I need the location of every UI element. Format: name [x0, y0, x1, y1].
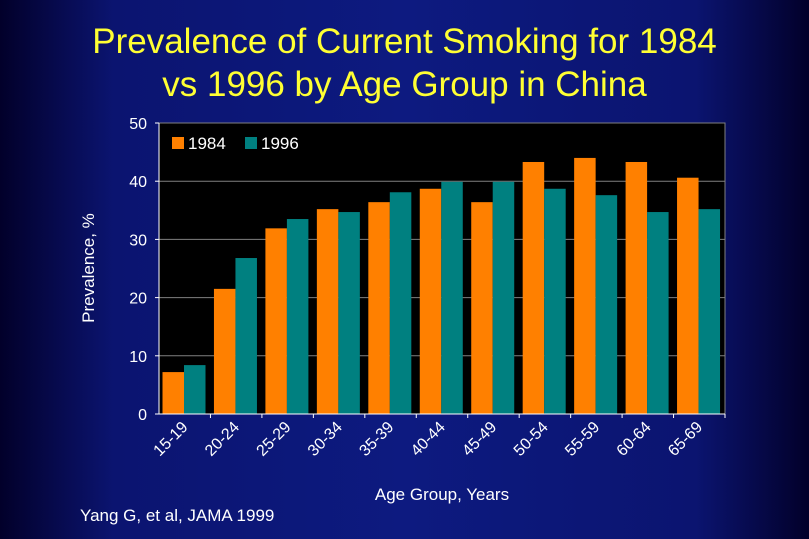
bar-1984-30-34	[316, 209, 339, 414]
y-tick-label-0: 0	[138, 407, 147, 424]
slide-title-line-1: Prevalence of Current Smoking for 1984	[92, 22, 717, 61]
x-tick-label-15-19: 15-19	[151, 419, 192, 460]
y-axis-title: Prevalence, %	[79, 213, 98, 323]
x-tick-label-35-39: 35-39	[356, 419, 397, 460]
bar-1984-65-69	[677, 177, 699, 414]
bar-1996-40-44	[441, 181, 463, 414]
bar-1996-55-59	[595, 195, 618, 414]
bar-1996-65-69	[698, 209, 721, 414]
legend-swatch-1996	[245, 137, 257, 149]
bar-1984-40-44	[419, 188, 442, 414]
x-tick-labels: 15-19 20-24 25-29 30-34 35-39 40-44 45-49 50-54…	[151, 414, 726, 460]
bar-1984-25-29	[265, 228, 287, 414]
bar-1996-45-49	[492, 181, 515, 414]
x-tick-label-40-44: 40-44	[408, 419, 449, 460]
y-tick-label-10: 10	[129, 349, 147, 366]
bar-1984-55-59	[574, 157, 596, 415]
bar-1996-60-64	[647, 212, 669, 414]
x-tick-label-65-69: 65-69	[665, 419, 706, 460]
bar-1984-35-39	[368, 202, 390, 414]
x-tick-label-50-54: 50-54	[511, 419, 552, 460]
y-tick-label-30: 30	[129, 232, 147, 249]
bar-1984-45-49	[471, 202, 493, 414]
slide-title: Prevalence of Current Smoking for 1984 v…	[0, 20, 809, 106]
bar-1996-25-29	[286, 219, 309, 414]
bar-1984-20-24	[213, 288, 236, 414]
x-tick-label-55-59: 55-59	[562, 419, 603, 460]
x-tick-label-45-49: 45-49	[459, 419, 500, 460]
bar-1984-15-19	[162, 372, 184, 414]
axes	[158, 122, 726, 415]
bar-1996-15-19	[184, 365, 206, 414]
y-tick-label-20: 20	[129, 291, 147, 308]
y-tick-labels: 0 10 20 30 40 50	[129, 116, 159, 424]
bar-1996-35-39	[389, 192, 412, 414]
bars	[162, 157, 721, 415]
bar-1984-50-54	[522, 161, 545, 414]
legend-label-1984: 1984	[188, 134, 226, 153]
bar-1996-20-24	[235, 258, 257, 414]
bar-1996-30-34	[338, 212, 360, 414]
citation: Yang G, et al, JAMA 1999	[80, 506, 275, 525]
legend: 1984 1996	[172, 134, 299, 153]
x-axis-title: Age Group, Years	[375, 485, 509, 504]
bar-1984-60-64	[625, 161, 648, 414]
y-tick-label-50: 50	[129, 116, 147, 133]
legend-swatch-1984	[172, 137, 184, 149]
x-tick-label-20-24: 20-24	[202, 419, 243, 460]
x-tick-label-60-64: 60-64	[614, 419, 655, 460]
y-tick-label-40: 40	[129, 174, 147, 191]
slide-title-line-2: vs 1996 by Age Group in China	[162, 65, 647, 104]
x-tick-label-30-34: 30-34	[305, 419, 346, 460]
legend-label-1996: 1996	[261, 134, 299, 153]
bar-1996-50-54	[544, 188, 566, 414]
x-tick-label-25-29: 25-29	[254, 419, 295, 460]
